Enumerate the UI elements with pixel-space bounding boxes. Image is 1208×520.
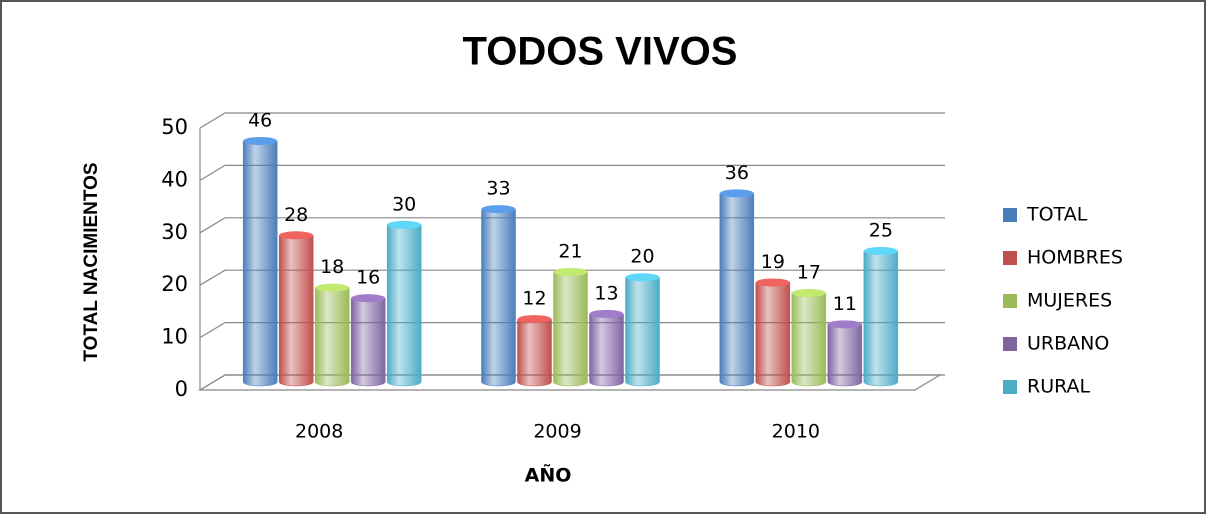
x-tick-label: 2010 (772, 421, 820, 443)
value-label: 17 (797, 261, 821, 283)
y-tick-label: 30 (161, 220, 188, 244)
x-tick-label: 2008 (295, 421, 343, 443)
bar (791, 292, 827, 387)
grid-line (199, 269, 945, 286)
y-axis-label: TOTAL NACIMIENTOS (81, 162, 102, 361)
grid-line (199, 322, 945, 339)
value-label: 11 (833, 293, 857, 315)
grid-line (199, 374, 945, 391)
bar-top (387, 220, 422, 229)
y-tick-label: 0 (175, 377, 188, 401)
legend-swatch (1003, 294, 1017, 308)
legend-swatch (1003, 380, 1017, 394)
grid-line (199, 164, 945, 181)
value-label: 33 (486, 178, 510, 200)
bar (517, 318, 552, 387)
value-label: 12 (522, 288, 546, 310)
value-label: 19 (761, 251, 785, 273)
bar-top (755, 278, 790, 287)
value-label: 21 (558, 240, 582, 262)
bar-top (481, 205, 516, 214)
bar (242, 140, 278, 387)
legend-label: RURAL (1027, 376, 1091, 398)
value-label: 18 (320, 256, 344, 278)
legend-swatch (1003, 251, 1017, 265)
grid-line (199, 217, 945, 234)
value-label: 30 (392, 193, 416, 215)
bar-top (279, 231, 314, 240)
bar (350, 297, 386, 387)
bar (755, 282, 791, 387)
bar-top (719, 189, 754, 198)
bar (278, 235, 314, 387)
value-label: 46 (248, 109, 272, 131)
legend-label: MUJERES (1027, 290, 1112, 312)
bar (589, 313, 624, 387)
value-label: 25 (869, 220, 893, 242)
bar (386, 224, 422, 387)
bar-top (243, 136, 278, 145)
bar (719, 193, 755, 387)
value-label: 28 (284, 204, 308, 226)
chart-title: TODOS VIVOS (463, 30, 738, 74)
value-label: 16 (356, 267, 380, 289)
legend-label: URBANO (1027, 333, 1109, 355)
bar (314, 287, 350, 387)
value-label: 20 (630, 246, 654, 268)
y-tick-label: 20 (161, 272, 188, 296)
bar-top (315, 283, 350, 292)
bar (863, 250, 899, 387)
grid-line (199, 112, 945, 129)
legend-label: HOMBRES (1027, 247, 1123, 269)
value-label: 36 (725, 162, 749, 184)
bar-top (791, 288, 826, 297)
bar (481, 208, 516, 387)
y-tick-label: 50 (161, 115, 188, 139)
bar-top (589, 309, 624, 318)
y-tick-label: 40 (161, 167, 188, 191)
bar-top (827, 320, 862, 329)
legend-label: TOTAL (1026, 204, 1088, 226)
value-label: 13 (594, 282, 618, 304)
y-tick-label: 10 (161, 325, 188, 349)
bar-top (863, 247, 898, 255)
bar-top (625, 273, 660, 282)
legend-swatch (1003, 337, 1017, 351)
bar-top (553, 267, 588, 276)
x-axis-label: AÑO (525, 463, 572, 487)
x-tick-label: 2009 (533, 421, 581, 443)
legend-swatch (1003, 208, 1017, 222)
bar (625, 276, 660, 387)
bar (553, 271, 588, 387)
bar-top (351, 294, 386, 303)
bar-top (517, 315, 552, 324)
bar (827, 324, 863, 387)
